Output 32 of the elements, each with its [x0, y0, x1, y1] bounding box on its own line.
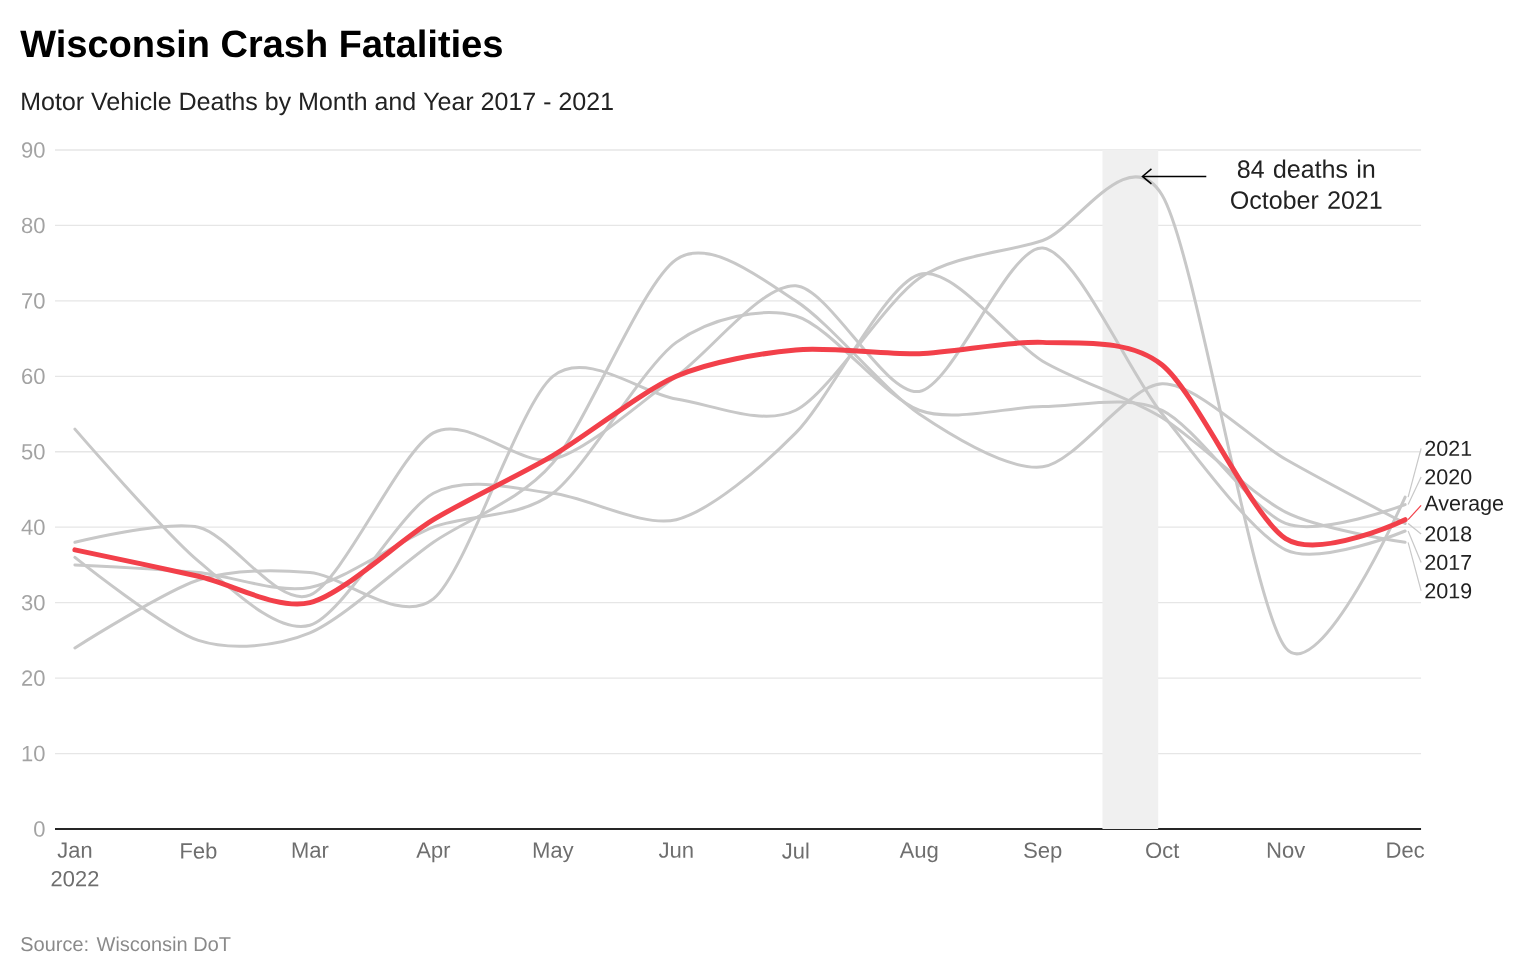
y-tick-label: 70	[22, 293, 45, 309]
y-tick-label: 90	[22, 142, 45, 158]
annotation: 84 deaths in October 2021	[1231, 159, 1382, 209]
x-tick-label: Feb	[181, 842, 217, 859]
legend-label: 2018	[1425, 526, 1472, 542]
x-tick-label: Aug	[899, 842, 938, 863]
y-tick-label: 10	[22, 745, 45, 762]
text: 2019	[1425, 583, 1472, 599]
text: 2021	[1425, 440, 1472, 457]
x-tick-label: Dec	[1387, 842, 1425, 858]
y-tick-label: 80	[21, 217, 45, 234]
x-tick-label: Mar	[292, 842, 329, 858]
y-tick-label: 40	[21, 519, 45, 536]
chart-subtitle: Motor Vehicle Deaths by Month and Year 2017 - 2021	[22, 91, 613, 116]
x-tick-label: Oct	[1146, 842, 1180, 859]
y-tick-label: 0	[34, 821, 45, 837]
x-tick-label: Jan 2022	[51, 842, 99, 887]
y-tick-label: 20	[22, 670, 45, 686]
y-tick-label: 50	[21, 443, 45, 460]
legend-label: 2017	[1425, 554, 1472, 571]
x-tick-label: Sep	[1024, 842, 1062, 863]
y-tick-label: 30	[21, 594, 45, 611]
x-tick-label: Apr	[416, 842, 451, 863]
source-note: Source: Wisconsin DoT	[21, 936, 231, 952]
x-tick-label: Jul	[782, 842, 809, 859]
x-tick-label: Nov	[1267, 842, 1306, 858]
legend-label: 2020	[1425, 469, 1472, 485]
x-tick-label: Jun	[658, 842, 693, 858]
x-tick-label: May	[533, 842, 574, 863]
legend-label: Average	[1424, 495, 1504, 516]
chart-title: Wisconsin Crash Fatalities	[20, 29, 502, 58]
y-tick-label: 60	[22, 368, 45, 385]
